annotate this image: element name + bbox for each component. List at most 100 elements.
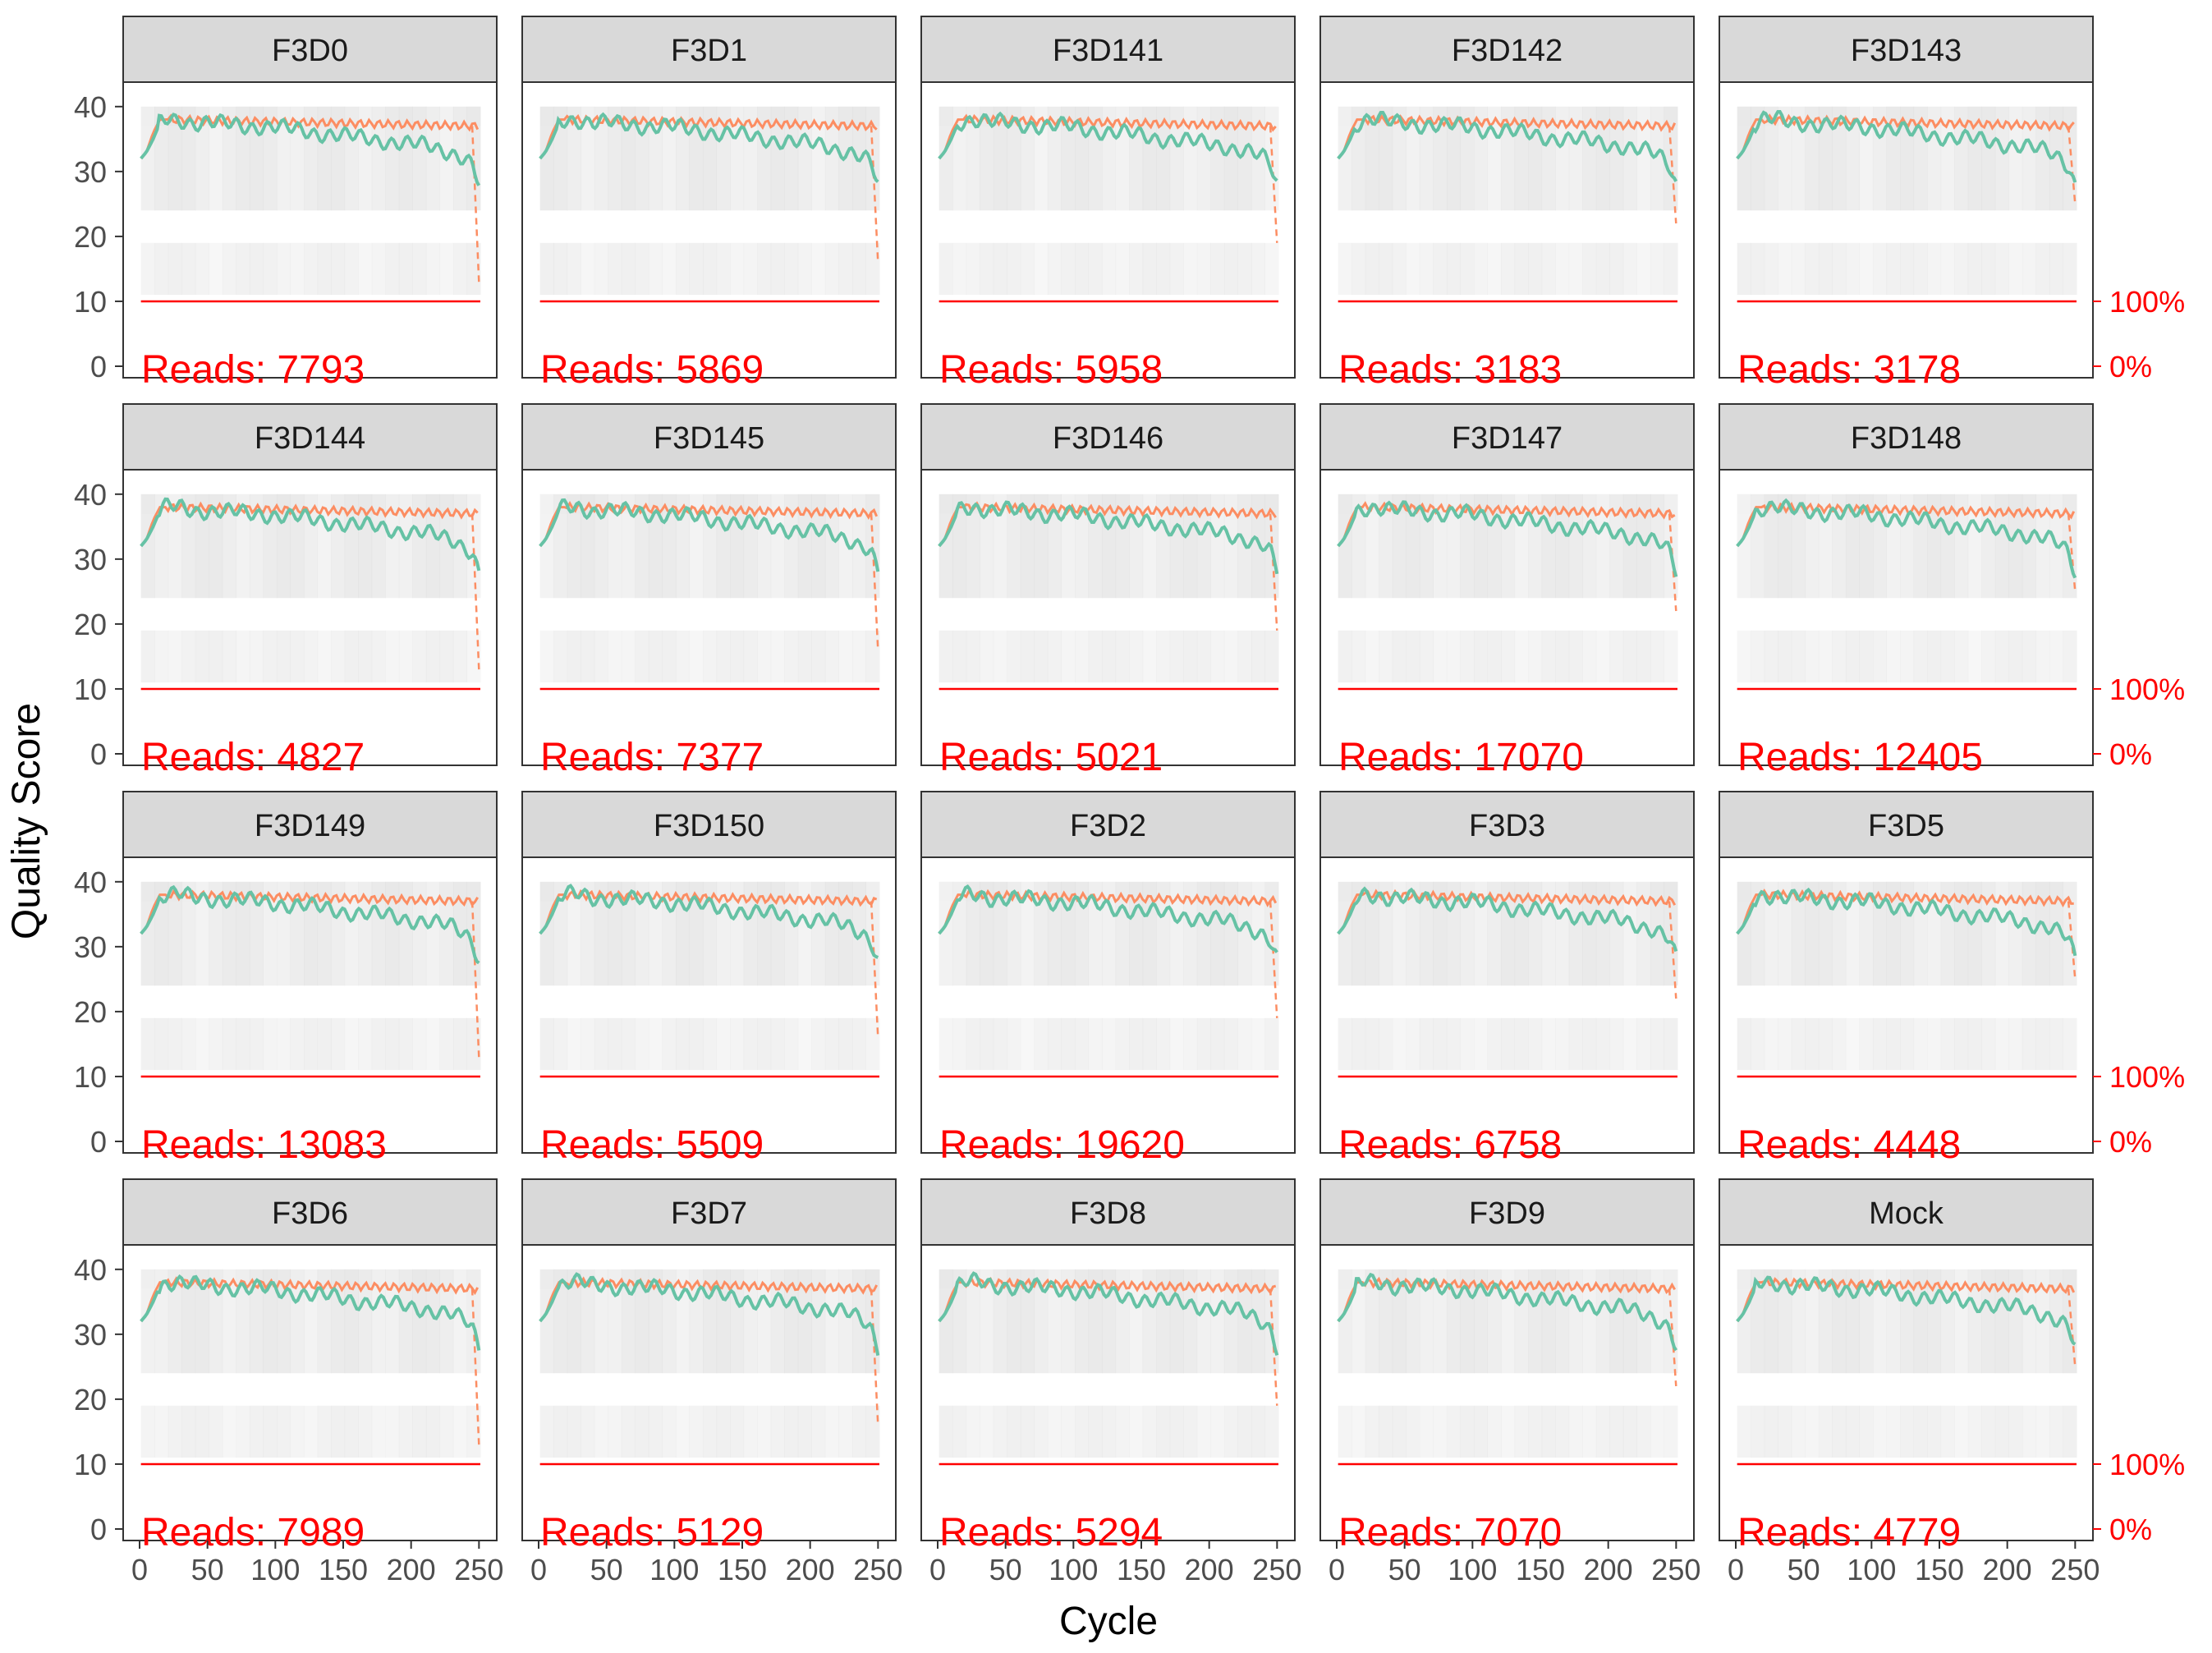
quality-heatmap-cell [317, 1017, 332, 1071]
quality-heatmap-cell [865, 630, 880, 683]
quality-heatmap-cell [770, 513, 785, 599]
quality-heatmap-cell [1737, 126, 1751, 211]
mean-quality-line [938, 500, 1279, 575]
y-tick-label: 10 [74, 1060, 107, 1094]
x-tick-label: 100 [1847, 1553, 1896, 1586]
quality-heatmap-cell [1392, 901, 1407, 986]
quality-heatmap-cell [851, 126, 866, 211]
y-tick-label: 30 [74, 543, 107, 576]
quality-heatmap-cell [2063, 1017, 2077, 1071]
quality-heatmap-cell [1047, 126, 1062, 211]
quality-heatmap-cell [1940, 630, 1955, 683]
quality-heatmap-cell [1352, 630, 1366, 683]
quality-heatmap-cell [2049, 881, 2063, 902]
quality-heatmap-cell [2022, 513, 2036, 599]
quality-heatmap-cell [743, 513, 758, 599]
y-tick-label: 20 [74, 995, 107, 1029]
quality-heatmap-cell [730, 242, 745, 296]
quality-heatmap-cell [581, 901, 595, 986]
quality-heatmap-cell [1927, 881, 1942, 902]
quality-heatmap-cell [1115, 630, 1130, 683]
quality-heatmap-cell [1650, 1288, 1664, 1374]
reads-count-label: Reads: 5509 [540, 1123, 764, 1167]
x-tick-label: 200 [1983, 1553, 2032, 1586]
quality-heatmap-cell [1664, 1269, 1678, 1289]
quality-heatmap-cell [1102, 242, 1117, 296]
mean-quality-line [1736, 1275, 2077, 1346]
x-tick-label: 50 [1787, 1553, 1820, 1586]
quality-heatmap-cell [1129, 630, 1144, 683]
quality-heatmap-cell [1102, 1405, 1117, 1458]
quality-heatmap-cell [993, 1288, 1007, 1374]
quality-heatmap-cell [1237, 630, 1252, 683]
quality-heatmap-cell [276, 1017, 291, 1071]
mean-quality-line [140, 884, 480, 965]
quality-heatmap-cell [2008, 106, 2023, 126]
quality-heatmap-cell [1940, 513, 1955, 599]
quality-heatmap-cell [1392, 513, 1407, 599]
quality-heatmap-cell [648, 513, 663, 599]
quality-heatmap-cell [1406, 1017, 1420, 1071]
quality-heatmap-cell [539, 901, 554, 986]
quality-heatmap-cell [784, 513, 799, 599]
quality-heatmap-cell [865, 494, 880, 514]
quality-heatmap-cell [1223, 106, 1238, 126]
quality-heatmap-cell [1981, 1405, 1996, 1458]
quality-heatmap-cell [358, 126, 373, 211]
quality-heatmap-cell [249, 901, 264, 986]
quality-heatmap-cell [1555, 1017, 1570, 1071]
quality-heatmap-cell [2063, 106, 2077, 126]
quality-heatmap-cell [1994, 901, 2009, 986]
panel-border [1719, 1244, 2094, 1541]
quality-heatmap-cell [1832, 513, 1847, 599]
quality-heatmap-cell [811, 881, 826, 902]
quality-heatmap-cell [1622, 513, 1637, 599]
quality-heatmap-cell [1406, 1288, 1420, 1374]
quality-heatmap-cell [1237, 1405, 1252, 1458]
quality-heatmap-cell [1156, 1288, 1171, 1374]
quality-heatmap-cell [1967, 1269, 1982, 1289]
x-tick-label: 150 [319, 1553, 368, 1586]
quality-heatmap-cell [1994, 126, 2009, 211]
quality-heatmap-cell [1196, 630, 1211, 683]
quality-heatmap-cell [317, 494, 332, 514]
quality-heatmap-cell [168, 513, 182, 599]
quality-heatmap-cell [168, 630, 182, 683]
panel-strip [521, 1178, 897, 1246]
quality-heatmap-cell [1664, 1405, 1678, 1458]
quality-heatmap-cell [851, 106, 866, 126]
quality-heatmap-cell [181, 630, 196, 683]
quality-heatmap-cell [1886, 630, 1901, 683]
quality-heatmap-cell [1365, 1017, 1379, 1071]
quality-heatmap-cell [675, 1269, 691, 1289]
quality-heatmap-cell [140, 1288, 155, 1374]
y-tick-label: 0 [90, 1513, 107, 1546]
reads-count-label: Reads: 4779 [1737, 1511, 1961, 1554]
y-tick-label: 20 [74, 608, 107, 641]
quality-heatmap-cell [865, 1269, 880, 1289]
quality-heatmap-cell [1595, 242, 1610, 296]
quality-heatmap-cell [1034, 1405, 1049, 1458]
reads-count-label: Reads: 19620 [939, 1123, 1185, 1167]
quality-heatmap-cell [1650, 1017, 1664, 1071]
quality-heatmap-cell [209, 513, 223, 599]
quality-heatmap-cell [1751, 1017, 1765, 1071]
quality-heatmap-cell [1034, 126, 1049, 211]
quality-heatmap-cell [1074, 1017, 1090, 1071]
quality-heatmap-cell [1156, 881, 1171, 902]
quality-heatmap-cell [195, 1405, 209, 1458]
quality-heatmap-cell [1223, 126, 1238, 211]
quality-heatmap-cell [1609, 106, 1624, 126]
quality-heatmap-cell [276, 126, 291, 211]
quality-heatmap-cell [195, 126, 209, 211]
quality-heatmap-cell [181, 126, 196, 211]
quality-heatmap-cell [993, 630, 1007, 683]
quality-heatmap-cell [2035, 513, 2050, 599]
quality-heatmap-cell [1872, 513, 1888, 599]
y-tick-label: 20 [74, 1383, 107, 1417]
quality-heatmap-cell [331, 1405, 346, 1458]
quality-heatmap-cell [1832, 1017, 1847, 1071]
quality-heatmap-cell [1061, 901, 1076, 986]
quality-heatmap-cell [1791, 126, 1806, 211]
quality-heatmap-cell [662, 242, 677, 296]
